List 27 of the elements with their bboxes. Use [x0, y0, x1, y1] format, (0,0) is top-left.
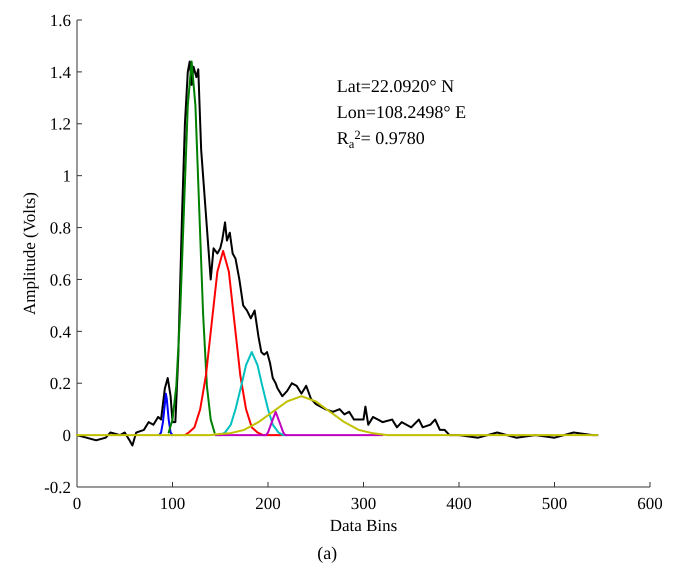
y-tick-label: 0.4 — [50, 322, 72, 342]
x-axis-title: Data Bins — [330, 516, 398, 535]
y-tick-label: 0.2 — [50, 374, 71, 394]
line-series — [76, 395, 598, 436]
annotation: Lat=22.0920° N — [336, 76, 454, 96]
x-tick-label: 600 — [637, 494, 663, 513]
line-series — [214, 410, 384, 436]
x-tick-label: 500 — [542, 494, 568, 513]
x-tick-label: 200 — [255, 494, 281, 513]
y-tick-label: -0.2 — [44, 478, 71, 497]
x-tick-label: 400 — [446, 494, 472, 513]
line-series — [184, 250, 284, 436]
y-axis-title: Amplitude (Volts) — [20, 192, 39, 315]
x-tick-label: 100 — [160, 494, 186, 513]
y-tick-label: 0 — [62, 426, 71, 446]
text: (a) — [317, 543, 338, 563]
annotation: Lon=108.2498° E — [336, 102, 466, 122]
y-tick-label: 1.6 — [50, 10, 71, 30]
x-tick-label: 300 — [350, 494, 376, 513]
y-tick-label: 1.2 — [50, 114, 71, 134]
y-tick-label: 1 — [62, 166, 71, 186]
y-tick-label: 0.8 — [50, 218, 71, 238]
line-series — [158, 392, 174, 436]
line-series — [168, 60, 216, 434]
y-tick-label: 0.6 — [50, 270, 71, 290]
annotation: R$_{a}$$^{2}$= 0.9780 — [336, 128, 425, 151]
y-tick-label: 1.4 — [50, 62, 72, 82]
